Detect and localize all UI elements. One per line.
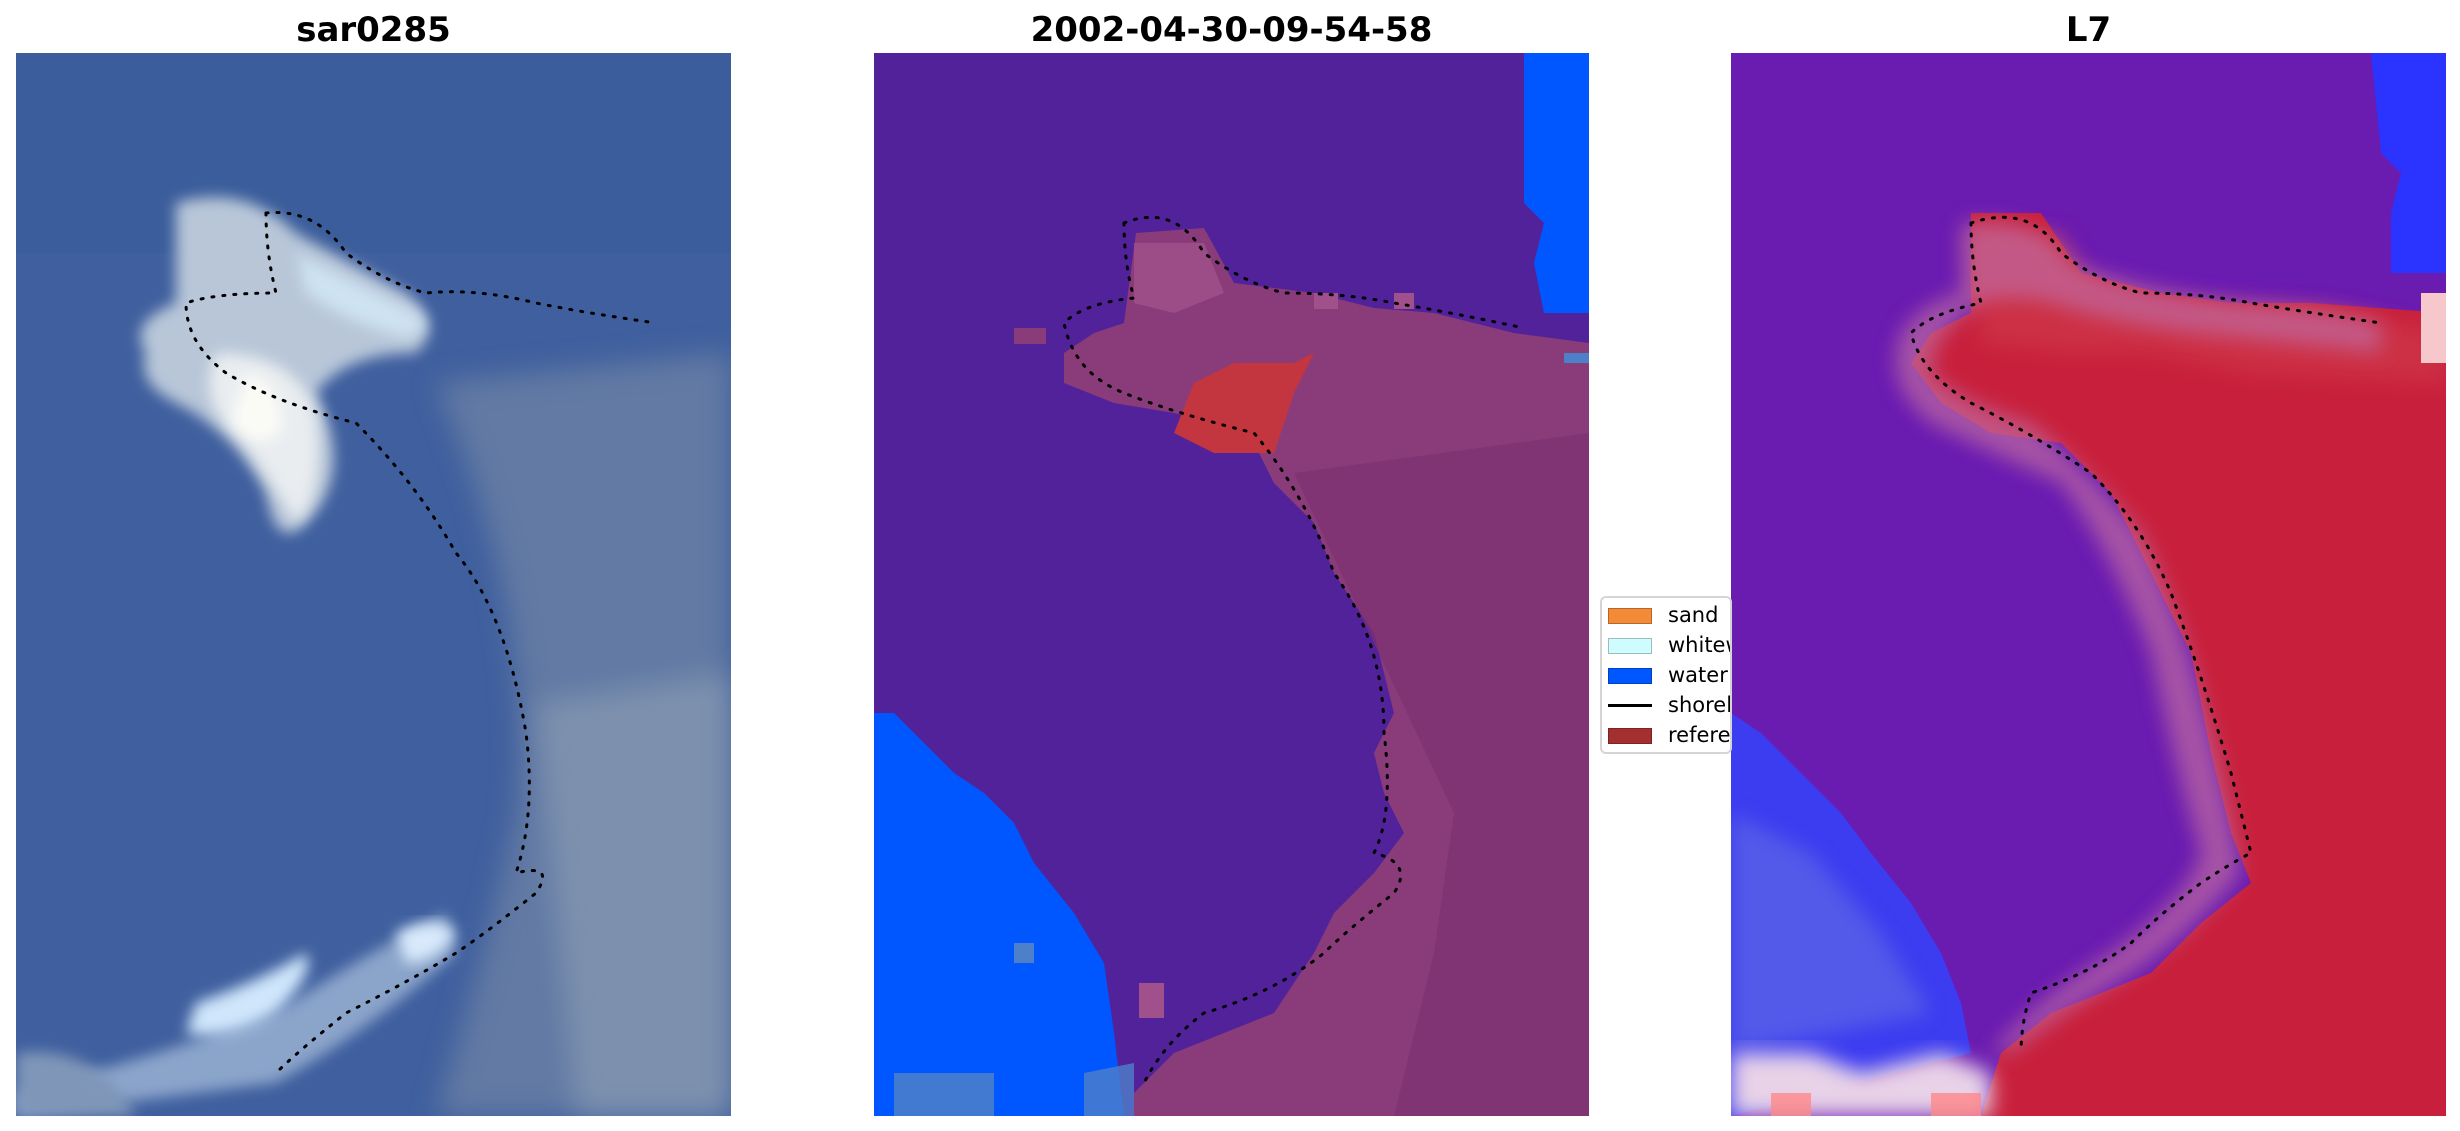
panel-title-rgb: sar0285 — [296, 10, 451, 50]
index-transition-band — [1895, 221, 2381, 1054]
panel-title-index: L7 — [2065, 10, 2112, 50]
sand-spit — [140, 197, 429, 534]
shoreline-dotted — [184, 211, 658, 1075]
classification-canvas — [874, 53, 1589, 1116]
legend-label-shoreline: shoreline — [1668, 693, 1732, 717]
shoreline-dotted — [1909, 215, 2383, 1055]
rgb-satellite-image — [16, 53, 731, 1116]
classification-image — [874, 53, 1589, 1116]
index-image — [1731, 53, 2446, 1116]
legend-swatch-sand — [1608, 608, 1652, 624]
index-blue-top — [2356, 53, 2446, 273]
class-water-top — [1499, 53, 1589, 313]
legend-label-sand: sand — [1668, 603, 1719, 627]
panel-title-classification: 2002-04-30-09-54-58 — [1030, 10, 1433, 50]
legend-label-reference-shoreline: reference shoreline — [1668, 723, 1731, 747]
rgb-image-canvas — [16, 53, 731, 1116]
legend-swatch-shoreline — [1608, 704, 1652, 707]
legend-label-water: water — [1668, 663, 1728, 687]
class-water-bottom — [874, 713, 1124, 1116]
shoreline-dotted — [1062, 215, 1526, 1085]
legend-swatch-whitewater — [1608, 638, 1652, 654]
legend-swatch-water — [1608, 668, 1652, 684]
legend-swatch-reference-shoreline — [1608, 728, 1652, 744]
index-canvas — [1731, 53, 2446, 1116]
class-reference — [1174, 353, 1314, 453]
